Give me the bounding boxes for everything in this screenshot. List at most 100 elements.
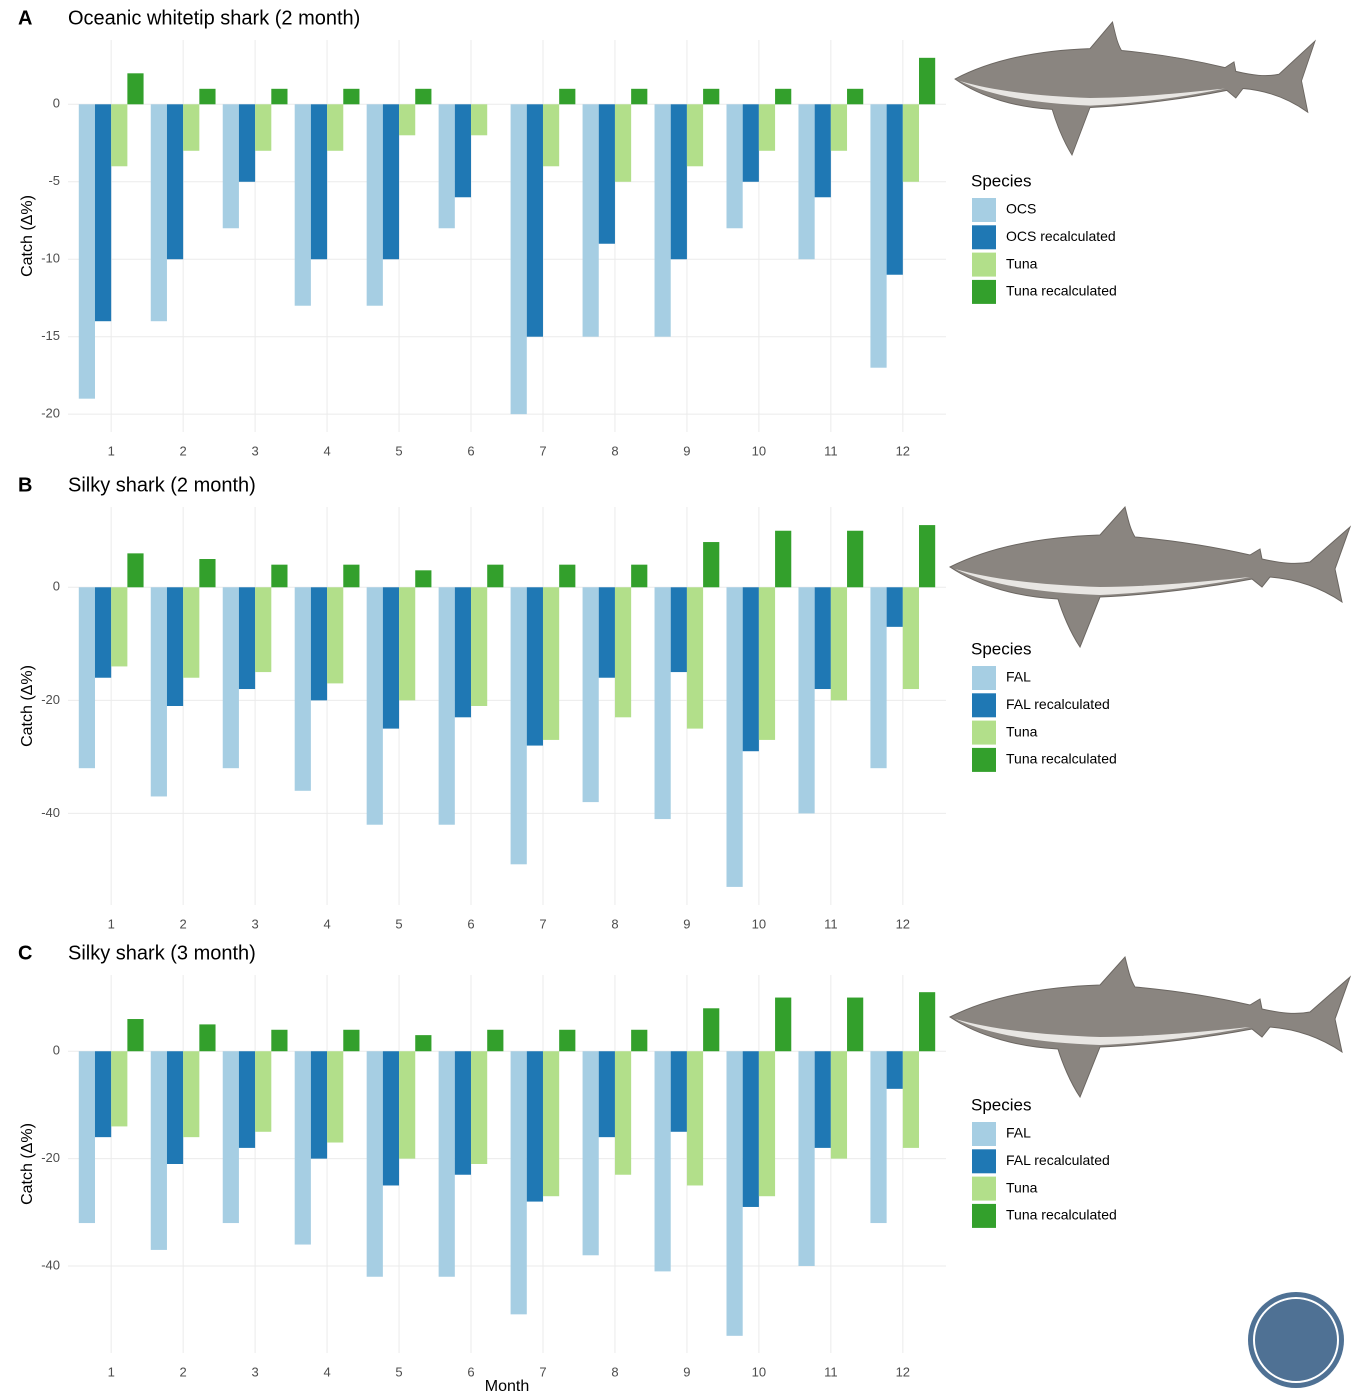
bar xyxy=(886,1051,903,1089)
shark-illustration xyxy=(949,956,1351,1098)
bar xyxy=(78,587,95,769)
x-tick-label: 3 xyxy=(251,1364,258,1379)
legend-key xyxy=(972,198,996,222)
bar xyxy=(255,587,272,673)
bar xyxy=(343,1029,360,1052)
x-tick-label: 4 xyxy=(323,443,330,458)
bar xyxy=(742,587,759,752)
chart-title: Oceanic whitetip shark (2 month) xyxy=(68,7,360,29)
bar xyxy=(582,1051,599,1256)
bar xyxy=(271,88,288,105)
legend-key xyxy=(972,1149,996,1174)
x-tick-label: 8 xyxy=(611,916,618,931)
bar xyxy=(919,525,936,588)
bar xyxy=(598,1051,615,1138)
bar xyxy=(670,104,687,260)
legend-key xyxy=(972,747,996,772)
x-tick-label: 9 xyxy=(683,1364,690,1379)
bar xyxy=(686,587,704,729)
x-tick-label: 4 xyxy=(323,1364,330,1379)
bar xyxy=(614,587,632,718)
bar xyxy=(775,997,792,1052)
bar xyxy=(758,104,776,151)
x-tick-label: 9 xyxy=(683,443,690,458)
bar xyxy=(222,104,239,229)
x-tick-label: 5 xyxy=(395,1364,402,1379)
y-tick-label: 0 xyxy=(53,1043,60,1058)
bar xyxy=(870,1051,887,1224)
bar xyxy=(670,587,687,673)
bar xyxy=(399,587,416,701)
legend-label: Tuna xyxy=(1006,723,1038,739)
bar xyxy=(271,564,288,588)
bar xyxy=(830,1051,848,1159)
x-tick-label: 12 xyxy=(896,916,910,931)
bar xyxy=(471,1051,488,1164)
bar xyxy=(255,104,272,151)
bar xyxy=(454,587,472,718)
bar xyxy=(183,1051,200,1138)
legend-key xyxy=(972,252,996,277)
x-tick-label: 3 xyxy=(251,916,258,931)
x-tick-label: 10 xyxy=(752,1364,766,1379)
bar xyxy=(902,104,920,182)
legend-label: FAL xyxy=(1006,669,1031,685)
bar xyxy=(382,104,400,260)
bar xyxy=(399,1051,416,1159)
panel-label: A xyxy=(18,7,32,29)
x-tick-label: 5 xyxy=(395,443,402,458)
bar xyxy=(510,587,527,865)
legend-label: FAL recalculated xyxy=(1006,1152,1110,1168)
bar xyxy=(830,587,848,701)
bar xyxy=(310,1051,328,1159)
legend-key xyxy=(972,1203,996,1228)
bar xyxy=(758,587,776,740)
bar xyxy=(415,1035,432,1052)
bar xyxy=(222,587,239,769)
legend-label: Tuna xyxy=(1006,1179,1038,1195)
x-tick-label: 2 xyxy=(180,443,187,458)
legend-key xyxy=(972,225,996,250)
x-tick-label: 5 xyxy=(395,916,402,931)
bar xyxy=(294,104,311,306)
bar xyxy=(582,104,599,337)
x-tick-label: 1 xyxy=(108,443,115,458)
y-axis-label: Catch (Δ%) xyxy=(19,665,36,747)
bar xyxy=(238,104,256,182)
bar xyxy=(726,104,743,229)
bar xyxy=(183,587,200,678)
legend-title: Species xyxy=(971,639,1031,658)
bar xyxy=(775,530,792,588)
bar xyxy=(902,1051,920,1148)
chart-title: Silky shark (2 month) xyxy=(68,474,256,496)
bar xyxy=(166,587,184,706)
bar xyxy=(471,104,488,136)
x-tick-label: 12 xyxy=(896,443,910,458)
bar xyxy=(366,104,383,306)
bar xyxy=(271,1029,288,1052)
x-tick-label: 4 xyxy=(323,916,330,931)
x-tick-label: 7 xyxy=(539,1364,546,1379)
bar xyxy=(526,104,543,337)
x-tick-label: 2 xyxy=(180,1364,187,1379)
legend-key xyxy=(972,693,996,718)
bar xyxy=(111,1051,128,1127)
bar xyxy=(902,587,920,690)
panel-label: C xyxy=(18,942,32,964)
bar xyxy=(703,542,720,588)
y-tick-label: -40 xyxy=(41,805,60,820)
bar xyxy=(614,1051,632,1175)
bar xyxy=(703,1008,720,1052)
legend-label: Tuna recalculated xyxy=(1006,1207,1117,1223)
bar xyxy=(686,104,704,167)
bar xyxy=(798,1051,815,1267)
bar xyxy=(415,570,432,588)
y-tick-label: -10 xyxy=(41,251,60,266)
bar xyxy=(542,587,560,740)
x-tick-label: 6 xyxy=(467,1364,474,1379)
bar xyxy=(111,587,128,667)
logo xyxy=(1248,1292,1344,1388)
bar xyxy=(798,587,815,814)
